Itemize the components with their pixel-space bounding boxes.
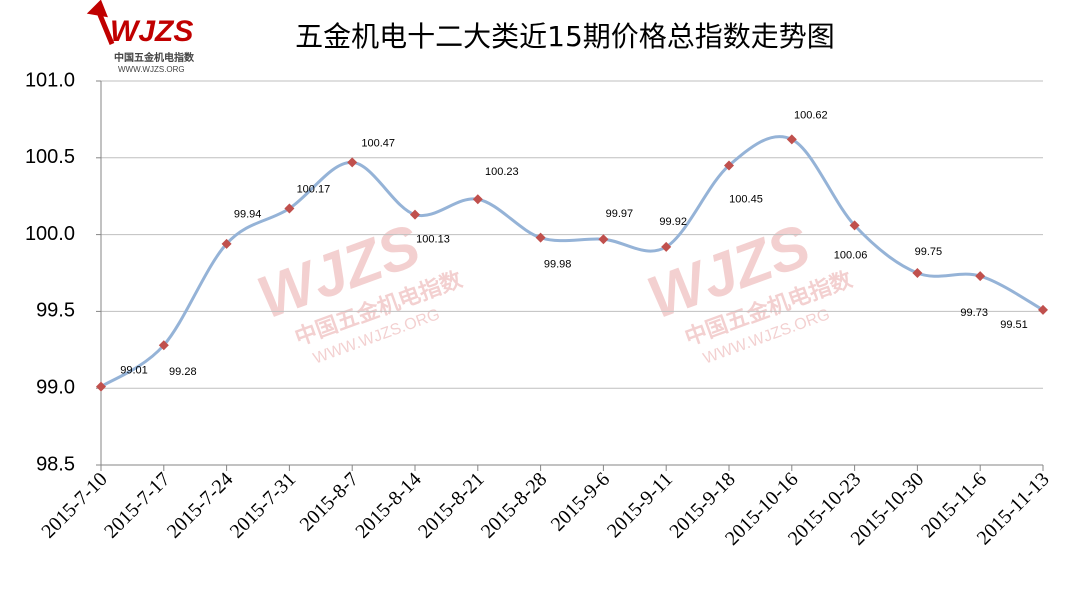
x-tick-label: 2015-8-21 — [414, 468, 488, 542]
data-label: 99.98 — [544, 259, 572, 271]
y-tick-label: 99.5 — [36, 300, 75, 322]
x-tick-label: 2015-7-24 — [163, 468, 237, 542]
y-tick-label: 98.5 — [36, 453, 75, 475]
data-label: 100.13 — [416, 234, 450, 246]
logo-subtitle: 中国五金机电指数 — [114, 51, 195, 64]
marker — [724, 160, 734, 171]
y-tick-label: 99.0 — [36, 376, 75, 398]
marker — [158, 340, 169, 351]
marker — [849, 220, 860, 231]
marker — [912, 268, 923, 278]
data-label: 100.17 — [297, 183, 331, 195]
y-tick-label: 101.0 — [25, 69, 75, 91]
x-tick-label: 2015-7-31 — [226, 468, 300, 542]
x-tick-label: 2015-8-14 — [351, 468, 425, 542]
data-label: 99.28 — [169, 366, 197, 378]
logo-text: WJZS — [110, 15, 193, 48]
data-label: 99.97 — [606, 208, 634, 220]
logo-arrow — [86, 0, 115, 45]
data-label: 100.45 — [729, 193, 763, 205]
x-tick-label: 2015-9-11 — [603, 468, 677, 542]
chart-title: 五金机电十二大类近15期价格总指数走势图 — [295, 20, 835, 53]
logo-url: WWW.WJZS.ORG — [118, 65, 185, 74]
marker — [96, 381, 106, 392]
data-label: 99.73 — [960, 307, 988, 319]
watermark: WJZS 中国五金机电指数 WWW.WJZS.ORG — [249, 212, 467, 368]
marker — [598, 234, 609, 245]
data-label: 99.51 — [1000, 319, 1028, 331]
logo: WJZS 中国五金机电指数 WWW.WJZS.ORG — [86, 0, 195, 74]
marker — [347, 157, 358, 168]
y-tick-label: 100.5 — [25, 146, 75, 168]
x-tick-label: 2015-7-10 — [37, 468, 111, 542]
marker — [661, 241, 672, 252]
data-label: 99.75 — [915, 246, 943, 258]
marker — [221, 238, 232, 249]
x-tick-label: 2015-8-28 — [477, 468, 551, 542]
line — [100, 135, 1044, 388]
marker — [786, 134, 797, 145]
marker — [1038, 304, 1048, 315]
marker — [535, 232, 546, 243]
marker — [975, 271, 986, 282]
data-label: 99.94 — [234, 209, 262, 221]
marker — [472, 194, 483, 205]
data-label: 100.62 — [794, 109, 828, 121]
data-label: 100.23 — [485, 166, 519, 178]
y-tick-label: 100.0 — [25, 223, 75, 245]
data-label: 100.47 — [361, 137, 395, 149]
data-label: 99.01 — [120, 365, 148, 377]
marker — [410, 209, 420, 220]
marker — [284, 203, 295, 214]
x-tick-label: 2015-7-17 — [100, 468, 174, 542]
data-label: 100.06 — [834, 249, 868, 261]
data-label: 99.92 — [659, 216, 687, 228]
